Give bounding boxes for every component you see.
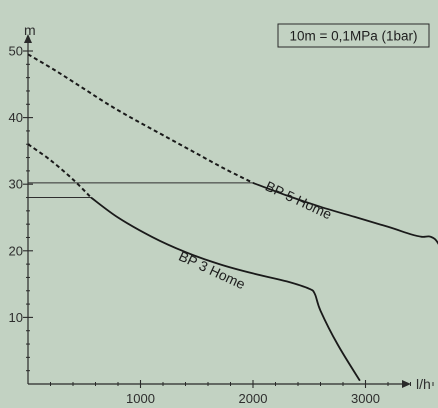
y-tick-label: 10 — [9, 310, 23, 325]
bp-5-home-label: BP 5 Home — [263, 178, 335, 223]
bp-3-home-curve — [90, 196, 361, 382]
x-tick-label: 2000 — [239, 391, 268, 406]
y-tick-label: 20 — [9, 243, 23, 258]
y-axis-arrow — [24, 34, 32, 43]
conversion-note-text: 10m = 0,1MPa (1bar) — [290, 29, 418, 44]
conversion-note-box — [277, 23, 430, 48]
y-axis-unit: m — [24, 22, 36, 38]
bp-5-home-dashed-curve — [27, 53, 254, 184]
y-tick-label: 30 — [9, 177, 23, 192]
bp-3-home-dashed-curve — [27, 143, 92, 199]
conversion-note: 10m = 0,1MPa (1bar) — [277, 23, 430, 48]
y-tick-label: 40 — [9, 110, 23, 125]
x-tick-label: 3000 — [351, 391, 380, 406]
axes: 10002000300040001020304050 — [9, 34, 434, 406]
x-axis-arrow — [402, 380, 411, 388]
x-axis-unit: l/h — [416, 376, 431, 392]
bp-5-home-curve — [252, 182, 438, 245]
y-tick-label: 50 — [9, 44, 23, 59]
reference-lines — [28, 182, 253, 199]
curves — [27, 53, 438, 382]
x-tick-label: 1000 — [126, 391, 155, 406]
